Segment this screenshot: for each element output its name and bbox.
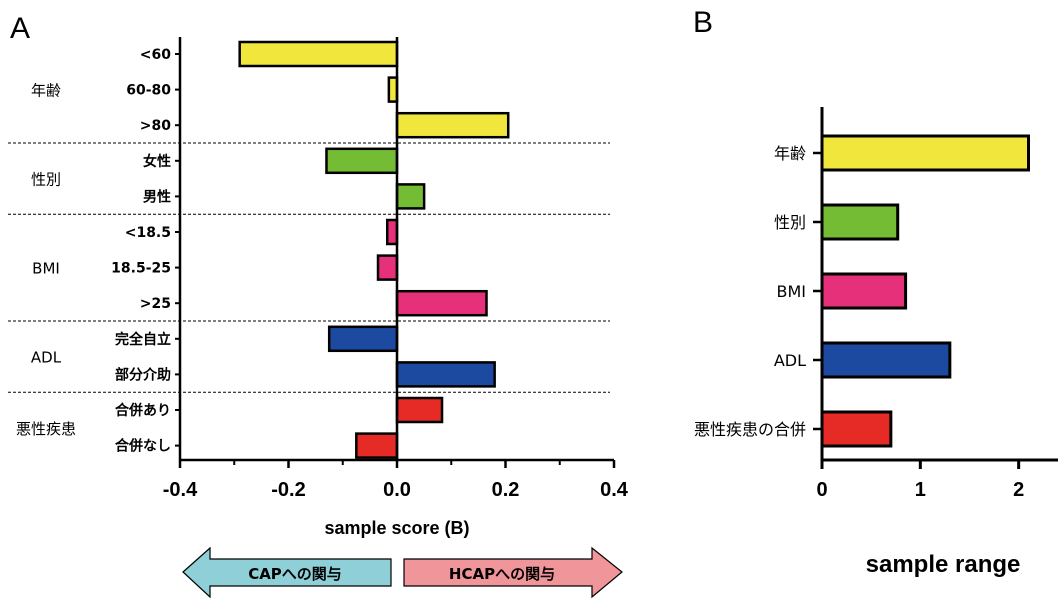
category-label: 女性 — [143, 153, 171, 170]
cap-arrow — [182, 546, 392, 599]
category-label: 悪性疾患の合併 — [694, 420, 806, 439]
category-label: 60-80 — [126, 83, 171, 99]
bar — [820, 272, 908, 310]
chart-a-x-axis-label: sample score (B) — [324, 518, 469, 538]
bar — [238, 40, 399, 68]
category-label: 年齢 — [774, 144, 806, 163]
category-label: ADL — [774, 351, 806, 370]
bar — [820, 134, 1030, 172]
category-label: 男性 — [143, 188, 171, 205]
bar — [395, 289, 488, 317]
bar — [820, 410, 893, 448]
bar — [327, 325, 399, 353]
bar — [820, 203, 900, 241]
x-tick-label: 0.4 — [600, 479, 629, 501]
bar — [385, 218, 399, 246]
category-label: 合併なし — [115, 438, 171, 455]
x-tick-label: -0.2 — [271, 479, 305, 501]
hcap-arrow — [403, 546, 623, 599]
group-label: 性別 — [31, 171, 61, 189]
x-tick-label: 2 — [1013, 479, 1024, 501]
chart-b-x-axis-label: sample range — [866, 551, 1021, 578]
x-tick-label: -0.4 — [163, 479, 198, 501]
bar — [395, 361, 496, 388]
category-label: <60 — [140, 47, 171, 63]
category-label: BMI — [777, 282, 807, 301]
group-label: ADL — [31, 349, 62, 367]
category-label: 性別 — [774, 213, 806, 232]
cap-arrow-label: CAPへの関与 — [248, 565, 342, 583]
bar — [325, 147, 399, 175]
bar — [376, 254, 399, 281]
group-label: 悪性疾患 — [16, 420, 76, 438]
panel-a-letter: A — [10, 12, 30, 45]
bar — [395, 183, 426, 210]
group-label: BMI — [32, 260, 60, 278]
category-label: 18.5-25 — [111, 261, 171, 277]
panel-b-letter: B — [693, 6, 713, 39]
group-label: 年齢 — [31, 82, 61, 100]
category-label: <18.5 — [125, 225, 171, 241]
x-tick-label: 0.0 — [383, 479, 411, 501]
bar — [395, 396, 444, 424]
x-tick-label: 0 — [816, 479, 827, 501]
category-label: 合併あり — [115, 402, 171, 419]
x-tick-label: 1 — [915, 479, 926, 501]
category-label: 完全自立 — [115, 331, 171, 348]
bar — [395, 111, 510, 139]
category-label: >80 — [140, 118, 171, 134]
x-tick-label: 0.2 — [492, 479, 520, 501]
bar — [820, 341, 952, 379]
hcap-arrow-label: HCAPへの関与 — [449, 565, 555, 583]
bar — [355, 432, 399, 459]
category-label: >25 — [140, 296, 171, 312]
category-label: 部分介助 — [115, 366, 171, 383]
